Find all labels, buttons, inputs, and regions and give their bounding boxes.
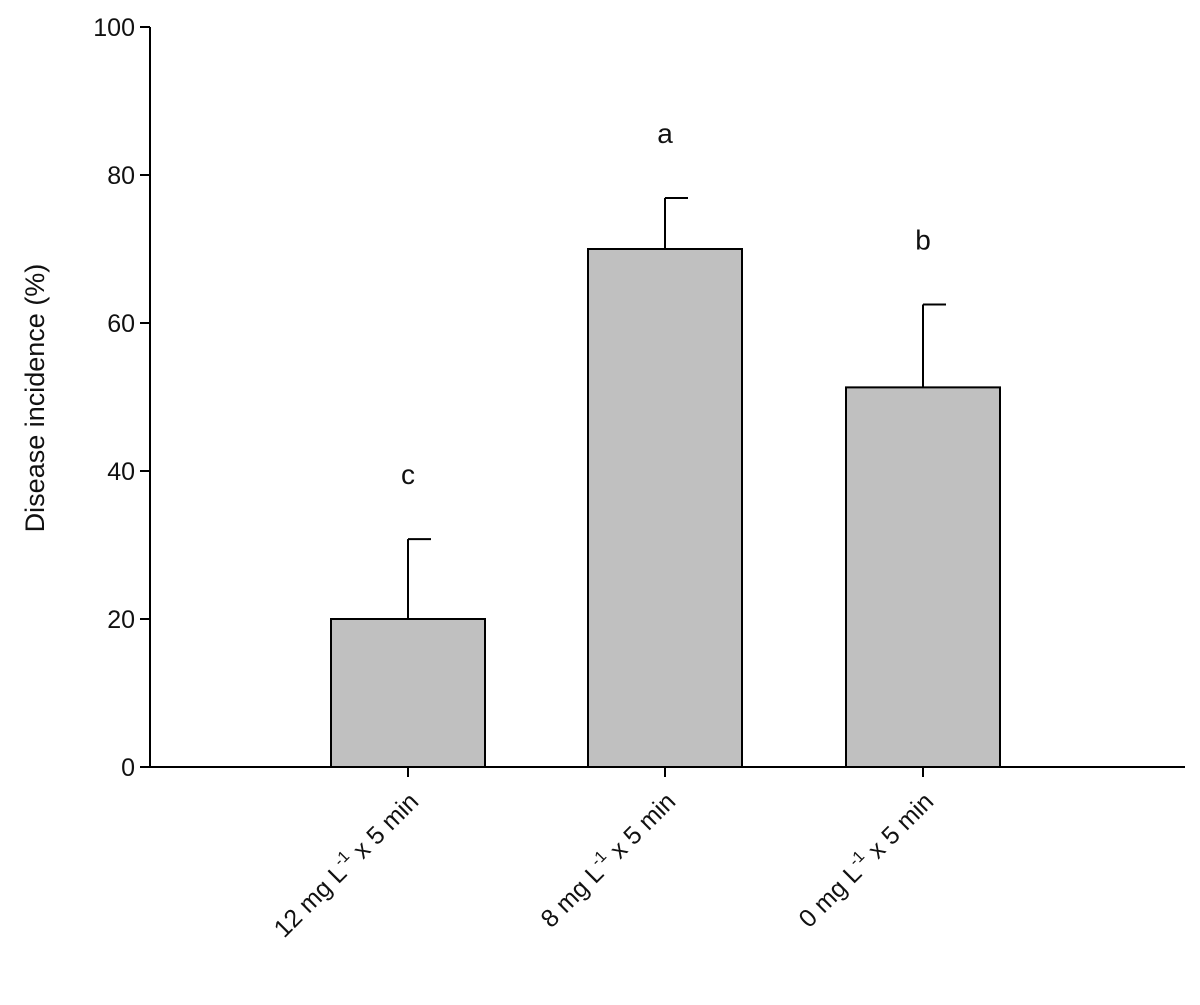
significance-letter: b	[915, 225, 931, 256]
x-tick-label: 0 mg L-1 x 5 min	[792, 786, 939, 933]
significance-letters: c a b	[401, 118, 931, 490]
error-bar	[922, 303, 946, 388]
y-tick-label: 80	[107, 162, 135, 190]
x-tick-label: 8 mg L-1 x 5 min	[534, 786, 681, 933]
y-tick-label: 0	[121, 754, 135, 782]
y-tick-label: 20	[107, 606, 135, 634]
bar	[330, 618, 486, 768]
significance-letter: c	[401, 459, 415, 490]
x-axis	[150, 766, 1185, 777]
category-labels: 12 mg L-1 x 5 min 8 mg L-1 x 5 min 0 mg L-…	[267, 786, 940, 943]
error-bar	[407, 538, 431, 619]
bar	[845, 386, 1001, 768]
significance-letter: a	[657, 118, 673, 149]
error-bars	[407, 196, 946, 619]
error-bar	[664, 196, 688, 249]
y-axis: 0 20 40 60 80 100	[93, 14, 151, 782]
bars	[330, 248, 1001, 768]
bar	[587, 248, 743, 768]
y-axis-title: Disease incidence (%)	[20, 264, 50, 533]
y-tick-label: 60	[107, 310, 135, 338]
y-tick-label: 100	[93, 14, 135, 42]
y-tick-label: 40	[107, 458, 135, 486]
x-tick-label: 12 mg L-1 x 5 min	[267, 786, 424, 943]
